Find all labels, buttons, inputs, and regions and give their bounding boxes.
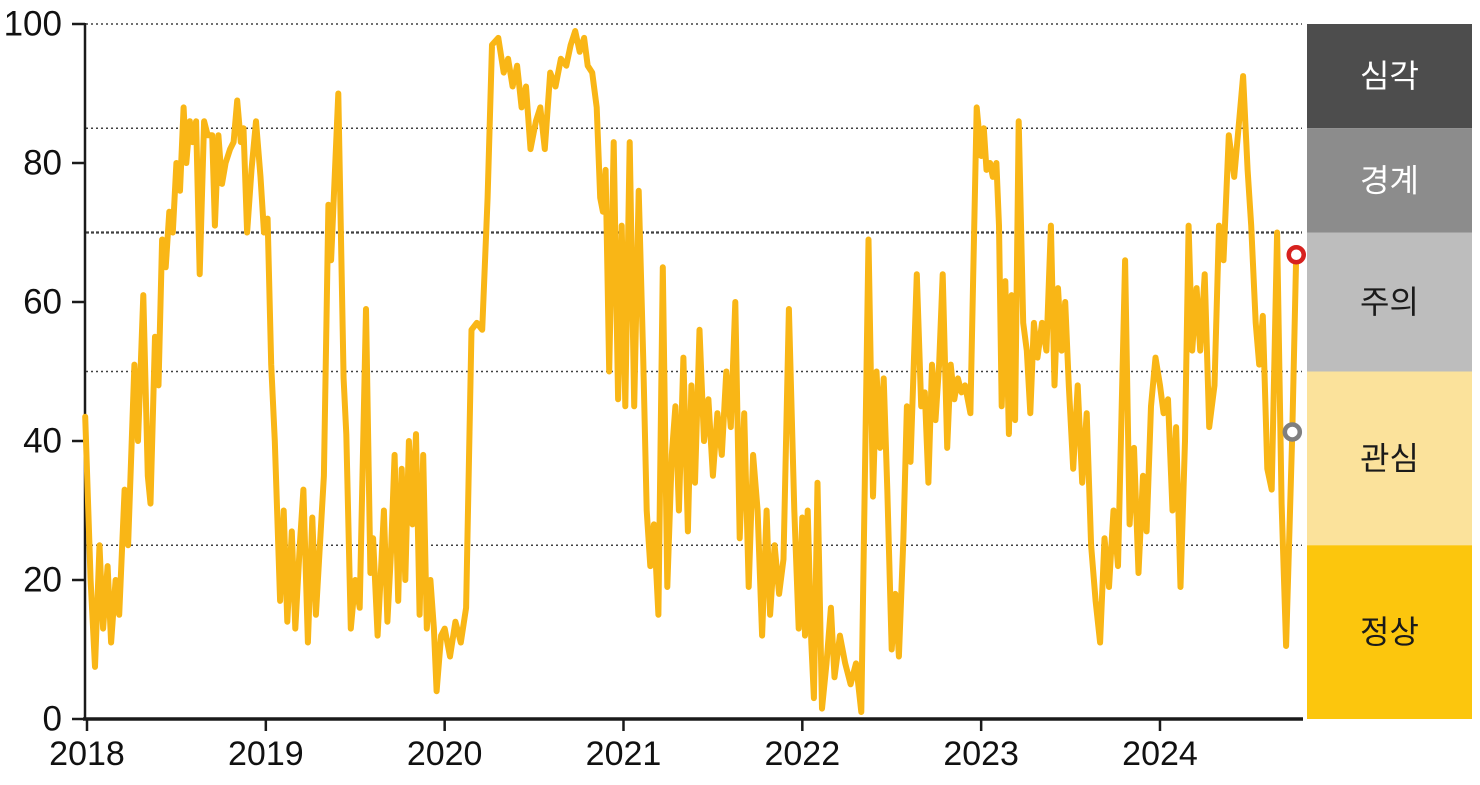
risk-band: [1307, 232, 1472, 372]
risk-band-label: 정상: [1360, 614, 1419, 650]
risk-band-label: 관심: [1360, 440, 1419, 476]
x-tick-label: 2018: [49, 735, 125, 773]
x-tick-label: 2023: [943, 735, 1019, 773]
x-tick-label: 2022: [764, 735, 840, 773]
y-tick-label: 0: [43, 700, 62, 739]
risk-band-label: 주의: [1360, 284, 1419, 320]
y-tick-label: 100: [4, 5, 62, 44]
risk-band: [1307, 371, 1472, 546]
risk-band-label: 심각: [1360, 58, 1419, 94]
previous-value-marker: [1282, 422, 1303, 442]
risk-band: [1307, 128, 1472, 233]
y-tick-label: 20: [23, 561, 62, 600]
risk-index-line: [82, 28, 1300, 715]
x-tick-label: 2024: [1122, 735, 1198, 773]
x-tick-label: 2019: [228, 735, 304, 773]
risk-band: [1307, 24, 1472, 129]
x-tick-label: 2021: [586, 735, 662, 773]
risk-band-label: 경계: [1360, 162, 1419, 198]
y-tick-label: 40: [23, 422, 62, 461]
x-tick-label: 2020: [407, 735, 483, 773]
risk-band: [1307, 545, 1472, 719]
y-tick-label: 60: [23, 283, 62, 322]
latest-value-marker: [1286, 244, 1306, 265]
y-tick-label: 80: [23, 144, 62, 183]
